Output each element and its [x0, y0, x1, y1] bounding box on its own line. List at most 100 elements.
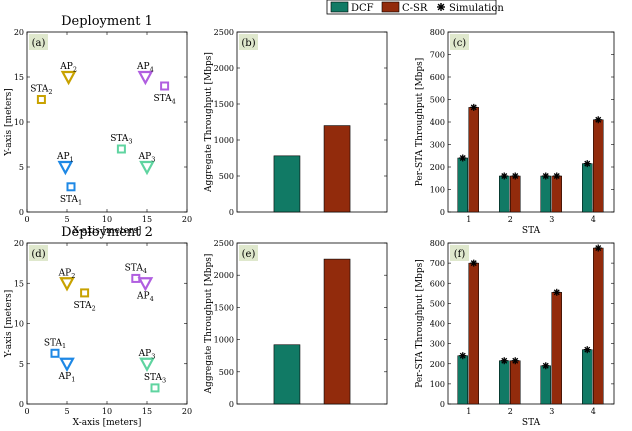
ap-3-label: AP3: [138, 152, 156, 164]
y-tick-label: 800: [430, 239, 445, 248]
x-tick-label: 1: [466, 215, 471, 224]
x-axis-label: X-axis [meters]: [73, 226, 142, 236]
y-axis-label: Y-axis [meters]: [4, 88, 14, 157]
simulation-marker: [583, 160, 591, 168]
ap-4-marker: [137, 70, 154, 86]
panel-a: 0 5 10 15 20 Y-axis [meters] 0 5 10 15 20 X-axis [m…: [4, 14, 192, 236]
x-tick-label: 0: [24, 215, 29, 224]
legend-dcf-label: DCF: [351, 3, 374, 14]
y-tick-label: 2000: [214, 271, 234, 280]
y-tick-label: 1500: [214, 303, 234, 312]
x-tick-label: 0: [24, 407, 29, 416]
ap-1-marker: [59, 357, 75, 373]
axes-frame: [236, 242, 388, 405]
sta-4-marker: [160, 81, 170, 91]
ap-4-label: AP4: [136, 62, 154, 74]
simulation-marker: [500, 357, 508, 365]
y-tick-label: 20: [14, 239, 24, 248]
bar-csr-sta-4: [593, 119, 604, 213]
ap-3-label: AP3: [138, 349, 156, 361]
y-tick-label: 500: [430, 96, 445, 105]
panel-label: (a): [32, 38, 46, 49]
sta-1-label: STA1: [60, 195, 82, 207]
axes-frame: [26, 242, 188, 405]
axes-frame: [236, 31, 388, 213]
y-tick-label: 2500: [214, 239, 234, 248]
sta-3-marker: [116, 144, 126, 154]
y-axis-label: Aggregate Throughput [Mbps]: [204, 52, 214, 193]
panel-label-bg: [29, 245, 48, 261]
y-tick-label: 100: [430, 186, 445, 195]
panel-label-bg: [239, 34, 258, 50]
x-tick-label: 10: [102, 407, 112, 416]
panel-b: 0 500 1000 1500 2000 2500 Aggregate Throughput…: [204, 28, 388, 217]
asterisk-icon: [437, 3, 445, 11]
simulation-marker: [470, 103, 478, 111]
y-tick-label: 700: [430, 51, 445, 60]
simulation-marker: [594, 244, 602, 252]
y-tick-label: 400: [430, 320, 445, 329]
x-tick-label: 2: [508, 215, 513, 224]
simulation-marker: [594, 116, 602, 124]
x-tick-label: 20: [182, 215, 192, 224]
ap-2-marker: [60, 70, 77, 86]
panel-label: (f): [454, 249, 466, 260]
x-tick-label: 2: [508, 407, 513, 416]
sta-1-marker: [50, 348, 60, 358]
y-tick-label: 500: [219, 368, 234, 377]
y-tick-label: 800: [430, 28, 445, 37]
legend-csr-label: C-SR: [402, 3, 428, 14]
sta-2-marker: [80, 288, 90, 298]
x-tick-label: 4: [591, 215, 596, 224]
sta-4-label: STA4: [153, 94, 175, 106]
y-tick-label: 200: [430, 163, 445, 172]
ap-3-marker: [139, 160, 155, 176]
sta-3-label: STA3: [110, 134, 132, 146]
ap-2-label: AP2: [59, 62, 77, 74]
y-tick-label: 2000: [214, 64, 234, 73]
bar-dcf-sta-2: [499, 360, 510, 405]
panel-label: (c): [453, 38, 467, 49]
y-tick-label: 1000: [214, 136, 234, 145]
y-tick-label: 0: [19, 208, 24, 217]
x-tick-label: 5: [64, 407, 69, 416]
simulation-marker: [542, 362, 550, 370]
ap-4-label: AP4: [136, 291, 154, 303]
bar-dcf-sta-4: [582, 163, 593, 213]
y-tick-label: 0: [229, 208, 234, 217]
bar-c-sr: [323, 258, 351, 405]
y-tick-label: 5: [19, 163, 24, 172]
simulation-marker: [459, 154, 467, 162]
x-tick-label: 15: [142, 407, 152, 416]
simulation-marker: [553, 288, 561, 296]
simulation-marker: [459, 352, 467, 360]
legend-dcf-swatch: [330, 1, 349, 13]
panel-label-bg: [450, 34, 469, 50]
bar-dcf-sta-1: [457, 157, 468, 213]
simulation-marker: [553, 172, 561, 180]
x-tick-label: 3: [549, 215, 554, 224]
axes-frame: [26, 31, 188, 213]
x-tick-label: 10: [102, 215, 112, 224]
y-tick-label: 0: [19, 400, 24, 409]
chart-title: Deployment 2: [61, 225, 153, 240]
ap-1-label: AP1: [58, 372, 76, 384]
ap-4-marker: [137, 277, 154, 292]
panel-label-bg: [29, 34, 48, 50]
y-axis-label: Y-axis [meters]: [4, 290, 14, 359]
ap-3-marker: [139, 357, 155, 373]
sta-1-marker: [66, 182, 76, 192]
bar-csr-sta-1: [468, 107, 479, 213]
simulation-marker: [583, 346, 591, 354]
y-axis-label: Per-STA Throughput [Mbps]: [415, 259, 425, 388]
y-tick-label: 1500: [214, 100, 234, 109]
y-tick-label: 100: [430, 380, 445, 389]
ap-2-label: AP2: [58, 268, 76, 280]
bar-csr-sta-4: [593, 247, 604, 405]
x-axis-label: STA: [522, 226, 541, 236]
y-tick-label: 1000: [214, 336, 234, 345]
sta-1-label: STA1: [44, 338, 66, 350]
bar-dcf-sta-2: [499, 175, 510, 213]
